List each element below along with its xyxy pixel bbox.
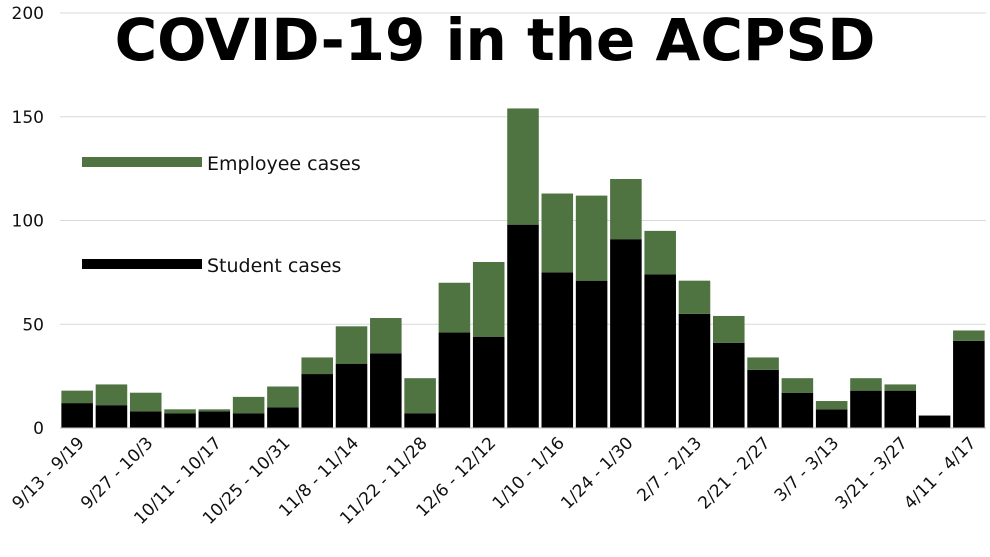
employee-bar-8 [335, 326, 368, 364]
student-bar-2 [129, 411, 162, 428]
legend-swatch [82, 259, 202, 269]
employee-bar-7 [301, 357, 333, 375]
employee-bar-16 [610, 179, 642, 240]
student-bar-15 [575, 280, 608, 428]
employee-bar-22 [815, 401, 848, 410]
x-tick-label: 1/24 - 1/30 [557, 433, 637, 513]
student-bar-22 [815, 409, 848, 428]
employee-bar-15 [575, 195, 608, 281]
employee-bar-6 [267, 386, 299, 408]
student-bar-20 [747, 369, 779, 428]
y-axis-ticks: 0 50 100 150 200 [12, 4, 44, 439]
student-bar-10 [404, 413, 436, 428]
employee-bar-5 [232, 396, 265, 414]
student-bar-6 [267, 407, 299, 428]
y-tick-label: 50 [22, 315, 44, 335]
x-tick-label: 4/11 - 4/17 [900, 433, 980, 513]
employee-bar-20 [747, 357, 779, 370]
x-axis-ticks: 9/13 - 9/199/27 - 10/310/11 - 10/1710/25… [9, 433, 981, 528]
y-tick-label: 200 [12, 4, 44, 24]
employee-bar-23 [850, 378, 882, 391]
student-bar-14 [541, 272, 574, 428]
x-tick-label: 1/10 - 1/16 [489, 433, 569, 513]
employee-bar-26 [953, 330, 985, 341]
x-tick-label: 3/21 - 3/27 [832, 433, 912, 513]
student-bar-3 [164, 413, 196, 428]
student-bar-17 [644, 274, 676, 428]
student-bar-11 [438, 332, 471, 428]
student-bar-4 [198, 411, 231, 428]
student-bar-16 [610, 239, 642, 428]
employee-bar-11 [438, 282, 471, 333]
student-bar-0 [61, 403, 93, 428]
employee-bar-24 [884, 384, 917, 391]
employee-bar-13 [507, 108, 539, 225]
employee-bar-19 [713, 315, 745, 343]
legend: Employee cases Student cases [82, 153, 361, 277]
employee-bar-18 [678, 280, 711, 314]
student-bar-5 [232, 413, 265, 428]
legend-label: Employee cases [207, 153, 361, 175]
legend-label: Student cases [207, 255, 341, 277]
employee-bar-17 [644, 230, 676, 275]
employee-bar-9 [370, 318, 402, 354]
student-bar-26 [953, 340, 985, 428]
student-bar-21 [781, 392, 814, 428]
employee-bar-3 [164, 409, 196, 414]
student-bar-13 [507, 224, 539, 428]
y-tick-label: 0 [33, 419, 44, 439]
student-bar-24 [884, 390, 917, 428]
student-bar-19 [713, 342, 745, 428]
employee-bar-14 [541, 193, 574, 273]
student-bar-18 [678, 313, 711, 428]
employee-bar-0 [61, 390, 93, 404]
employee-bar-12 [472, 262, 505, 337]
student-bar-25 [918, 415, 951, 428]
employee-bar-10 [404, 378, 436, 414]
student-bar-8 [335, 363, 368, 428]
employee-bar-21 [781, 378, 814, 393]
employee-bar-4 [198, 409, 231, 412]
bars [61, 108, 985, 428]
student-bar-7 [301, 374, 333, 428]
y-tick-label: 100 [12, 212, 44, 232]
chart-title: COVID-19 in the ACPSD [115, 6, 876, 74]
x-tick-label: 9/13 - 9/19 [9, 433, 89, 513]
employee-bar-2 [129, 392, 162, 412]
x-tick-label: 3/7 - 3/13 [771, 433, 843, 505]
student-bar-1 [95, 405, 128, 428]
employee-bar-1 [95, 384, 128, 406]
student-bar-12 [472, 336, 505, 428]
student-bar-9 [370, 353, 402, 428]
student-bar-23 [850, 390, 882, 428]
y-tick-label: 150 [12, 108, 44, 128]
legend-swatch [82, 157, 202, 167]
x-tick-label: 2/21 - 2/27 [694, 433, 774, 513]
x-tick-label: 2/7 - 2/13 [634, 433, 706, 505]
